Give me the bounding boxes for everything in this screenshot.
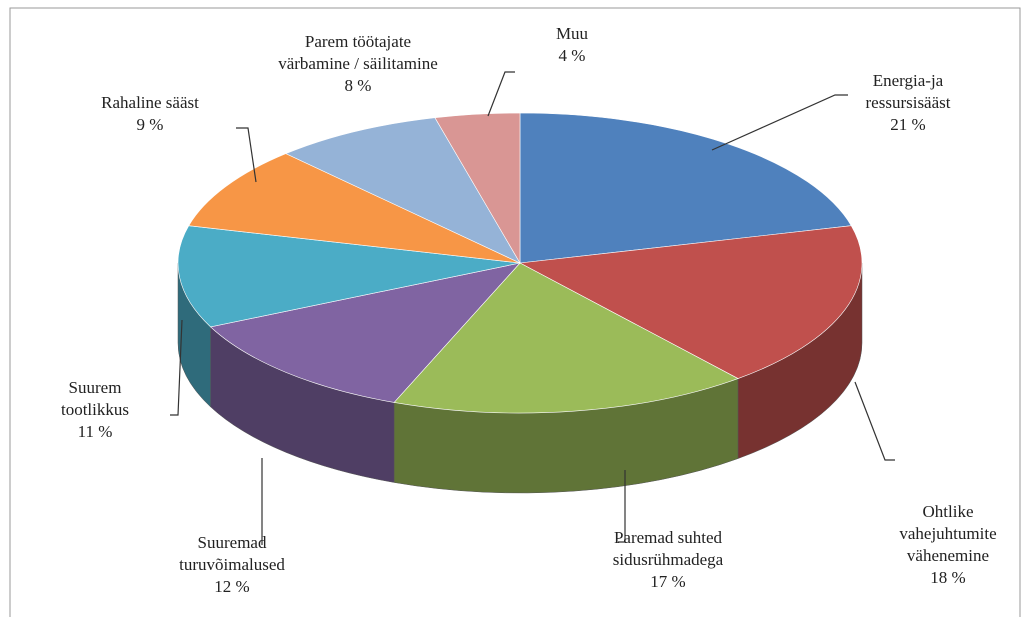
slice <box>519 225 863 379</box>
value-label: 4 % <box>558 46 586 65</box>
slice <box>519 112 852 264</box>
slice <box>188 153 521 264</box>
value-label: 12 % <box>214 577 250 596</box>
frame <box>9 7 1021 617</box>
category-label: Rahaline sääst <box>101 93 199 112</box>
category-label: Suurem tootlikkus <box>60 378 129 419</box>
slice-label: Suurem tootlikkus 11 % <box>40 377 150 443</box>
value-label: 21 % <box>890 115 926 134</box>
slice <box>285 117 521 264</box>
slice-label: Energia-ja ressursisääst 21 % <box>833 70 983 136</box>
category-label: Suuremad turuvõimalused <box>179 533 285 574</box>
value-label: 9 % <box>136 115 164 134</box>
slice-label: Muu 4 % <box>532 23 612 67</box>
value-label: 17 % <box>650 572 686 591</box>
slice-label: Suuremad turuvõimalused 12 % <box>147 532 317 598</box>
value-label: 18 % <box>930 568 966 587</box>
leader-line <box>236 127 257 183</box>
slice <box>434 112 521 265</box>
slice-label: Parem töötajate värbamine / säilitamine 8… <box>273 31 443 97</box>
slice <box>177 225 521 328</box>
slice <box>209 262 521 403</box>
category-label: Ohtlike vahejuhtumite vähenemine <box>899 502 997 565</box>
category-label: Energia-ja ressursisääst <box>865 71 951 112</box>
category-label: Muu <box>555 24 589 43</box>
leader-line <box>854 381 895 461</box>
slice-label: Paremad suhted sidusrühmadega 17 % <box>583 527 753 593</box>
leader-line <box>487 71 515 117</box>
leader-line <box>711 94 848 151</box>
slice-label: Ohtlike vahejuhtumite vähenemine 18 % <box>873 501 1023 589</box>
leader-line <box>618 470 626 543</box>
slice <box>393 262 739 414</box>
value-label: 11 % <box>77 422 113 441</box>
category-label: Parem töötajate värbamine / säilitamine <box>278 32 438 73</box>
value-label: 8 % <box>344 76 372 95</box>
leader-line <box>170 319 183 416</box>
category-label: Paremad suhted sidusrühmadega <box>612 528 724 569</box>
slice-label: Rahaline sääst 9 % <box>65 92 235 136</box>
